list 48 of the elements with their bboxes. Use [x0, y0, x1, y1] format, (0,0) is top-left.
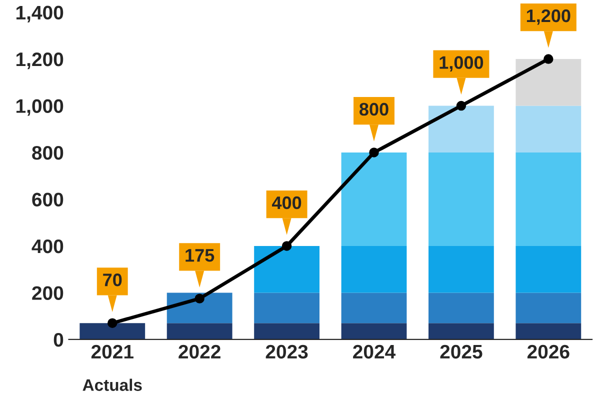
bar	[516, 292, 582, 324]
bar	[166, 323, 232, 340]
bar	[516, 323, 582, 340]
x-tick-label: 2021	[91, 344, 134, 359]
bar	[428, 106, 494, 152]
x-tick-label: 2022	[178, 344, 220, 359]
x-tick-label: 2023	[266, 344, 308, 359]
y-tick-label: 200	[32, 286, 64, 300]
bar	[428, 246, 494, 293]
x-tick-label: 2024	[353, 344, 396, 359]
text: Actuals	[82, 378, 142, 391]
y-tick-label: 600	[32, 192, 64, 206]
data-label: 800	[360, 102, 388, 116]
point	[194, 294, 204, 304]
point	[456, 100, 466, 111]
bar	[516, 106, 582, 152]
point	[282, 241, 292, 251]
y-tick-label: 1,000	[16, 99, 64, 116]
bar	[341, 246, 407, 293]
bar	[516, 246, 582, 293]
bar	[341, 323, 407, 340]
bar	[254, 246, 320, 293]
y-tick-label: 800	[32, 146, 64, 160]
bar	[428, 292, 494, 324]
bar	[254, 292, 320, 324]
x-tick-label: 2026	[527, 344, 570, 359]
data-label: 400	[272, 196, 302, 210]
bar	[254, 323, 320, 340]
y-tick-label: 0	[54, 332, 64, 347]
y-tick-label: 1,200	[16, 52, 64, 70]
x-tick-label: 2025	[440, 344, 482, 359]
data-label: 1,200	[526, 9, 570, 25]
data-label: 70	[103, 274, 122, 286]
point	[544, 54, 554, 64]
bar	[428, 152, 494, 246]
bar	[516, 152, 582, 246]
data-label: 1,000	[440, 56, 484, 72]
bar	[428, 323, 494, 340]
point	[108, 318, 118, 328]
bar	[516, 59, 582, 106]
data-label: 175	[186, 249, 214, 262]
point	[369, 148, 379, 158]
y-tick-label: 400	[32, 239, 64, 254]
bar	[341, 292, 407, 324]
y-tick-label: 1,400	[16, 6, 64, 22]
bar	[166, 292, 232, 324]
bar	[80, 323, 146, 340]
bar	[341, 152, 407, 246]
